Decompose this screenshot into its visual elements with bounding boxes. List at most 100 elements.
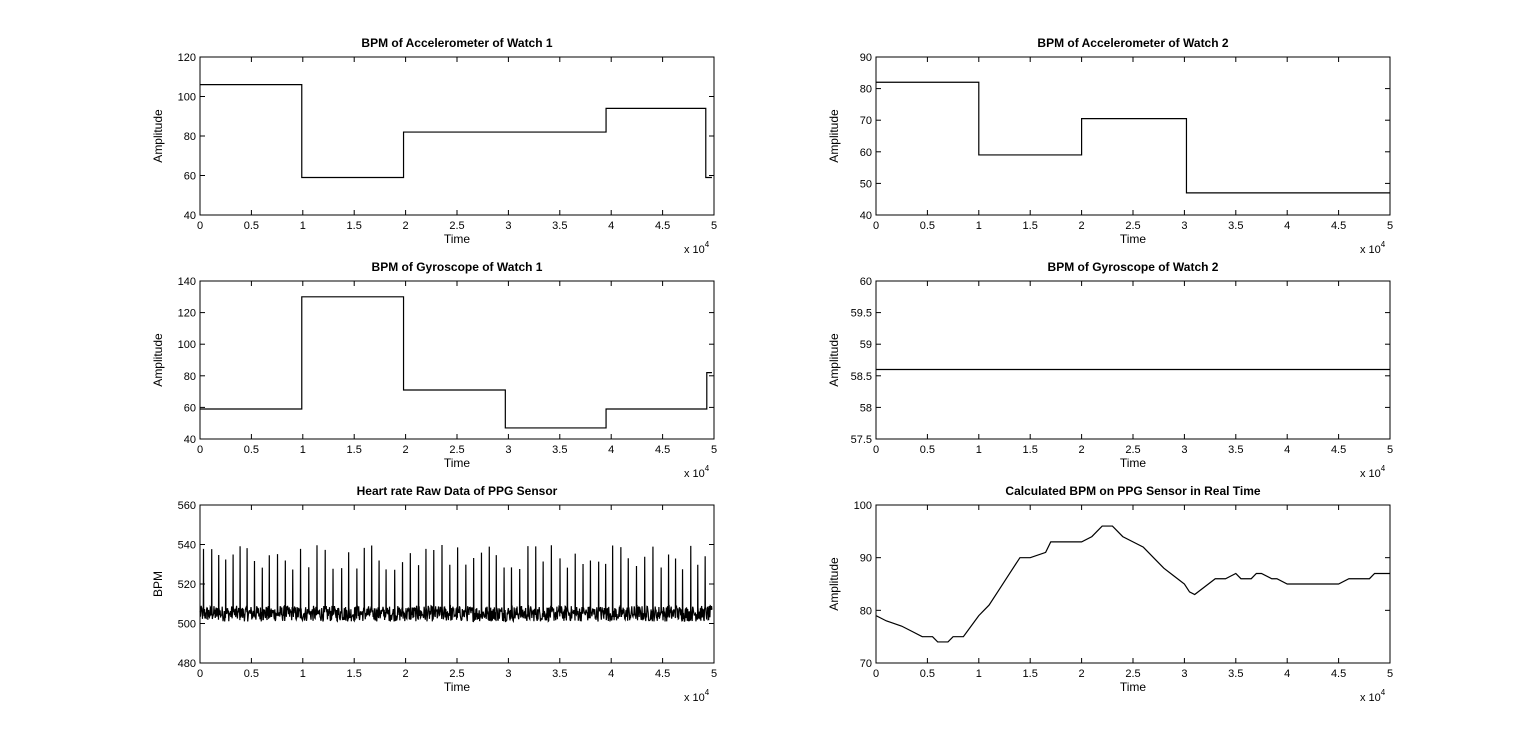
x-tick-label: 5 (711, 668, 717, 680)
y-tick-label: 560 (178, 500, 196, 512)
x-tick-label: 0.5 (920, 220, 935, 232)
y-tick-label: 40 (184, 210, 196, 222)
x-tick-label: 2 (1079, 444, 1085, 456)
x-tick-label: 1.5 (347, 668, 362, 680)
x-multiplier-exponent: 4 (1381, 240, 1386, 249)
x-tick-label: 5 (1387, 220, 1393, 232)
y-tick-label: 500 (178, 619, 196, 631)
ppg-raw-signal (199, 544, 713, 624)
x-tick-label: 5 (1387, 668, 1393, 680)
subplot-title: BPM of Gyroscope of Watch 2 (1048, 260, 1219, 274)
y-tick-label: 50 (860, 178, 872, 190)
x-tick-label: 3.5 (552, 668, 567, 680)
subplot-5: Heart rate Raw Data of PPG Sensor 0 0.5 1 1.… (151, 484, 717, 704)
x-multiplier-label: x 104 (1360, 688, 1386, 704)
x-tick-label: 1 (976, 444, 982, 456)
x-axis-label: Time (444, 680, 471, 694)
x-multiplier-exponent: 4 (705, 688, 710, 697)
x-tick-label: 2.5 (449, 444, 464, 456)
x-tick-label: 2 (1079, 220, 1085, 232)
x-tick-label: 1.5 (347, 220, 362, 232)
x-tick-label: 3.5 (552, 444, 567, 456)
x-multiplier-exponent: 4 (1381, 464, 1386, 473)
y-axis-label: Amplitude (827, 333, 841, 387)
x-multiplier-base: x 10 (1360, 244, 1381, 256)
x-tick-label: 1.5 (1023, 220, 1038, 232)
x-tick-label: 1 (300, 220, 306, 232)
x-tick-label: 1 (976, 220, 982, 232)
x-tick-label: 4 (608, 668, 614, 680)
subplot-4: BPM of Gyroscope of Watch 2 0 0.5 1 1.5 2 2.5 3… (827, 260, 1393, 480)
axes-frame (199, 280, 715, 440)
y-tick-label: 58 (860, 402, 872, 414)
x-tick-label: 0 (197, 444, 203, 456)
x-tick-label: 3.5 (1228, 220, 1243, 232)
x-tick-label: 2.5 (1125, 668, 1140, 680)
y-tick-label: 90 (860, 52, 872, 64)
y-tick-label: 90 (860, 553, 872, 565)
y-tick-label: 80 (860, 605, 872, 617)
x-multiplier-base: x 10 (684, 244, 705, 256)
x-tick-label: 0.5 (244, 220, 259, 232)
y-tick-label: 120 (178, 308, 196, 320)
x-tick-label: 4.5 (1331, 220, 1346, 232)
y-tick-label: 80 (860, 84, 872, 96)
y-tick-label: 57.5 (851, 434, 872, 446)
x-tick-label: 4.5 (655, 444, 670, 456)
x-tick-label: 4 (1284, 444, 1290, 456)
y-tick-label: 60 (860, 276, 872, 288)
series-line-1 (875, 525, 1390, 643)
y-tick-label: 60 (184, 402, 196, 414)
x-tick-label: 2 (1079, 668, 1085, 680)
x-tick-label: 2.5 (449, 220, 464, 232)
series-line-1 (876, 81, 1390, 194)
y-tick-label: 70 (860, 115, 872, 127)
x-multiplier-base: x 10 (684, 468, 705, 480)
x-tick-label: 0 (873, 220, 879, 232)
x-axis-label: Time (1120, 232, 1147, 246)
x-tick-label: 0 (197, 220, 203, 232)
subplot-1: BPM of Accelerometer of Watch 1 0 0.5 1 1.5 2… (151, 36, 717, 256)
y-tick-label: 480 (178, 658, 196, 670)
x-tick-label: 5 (711, 444, 717, 456)
series-line-1 (200, 296, 712, 429)
x-tick-label: 2 (403, 220, 409, 232)
x-tick-label: 0 (873, 444, 879, 456)
x-tick-label: 4 (1284, 668, 1290, 680)
x-multiplier-label: x 104 (684, 688, 710, 704)
x-multiplier-base: x 10 (684, 692, 705, 704)
subplot-2: BPM of Accelerometer of Watch 2 0 0.5 1 1.5 2… (827, 36, 1393, 256)
axes-frame (875, 56, 1391, 216)
x-tick-label: 4.5 (655, 668, 670, 680)
x-tick-label: 1 (300, 668, 306, 680)
x-tick-label: 4.5 (1331, 444, 1346, 456)
x-tick-label: 1.5 (1023, 668, 1038, 680)
x-tick-label: 0.5 (920, 668, 935, 680)
y-axis-label: Amplitude (827, 557, 841, 611)
x-tick-label: 4 (608, 444, 614, 456)
y-tick-label: 80 (184, 371, 196, 383)
axes-frame (199, 56, 715, 216)
y-tick-label: 70 (860, 658, 872, 670)
y-axis-label: Amplitude (151, 333, 165, 387)
subplot-6: Calculated BPM on PPG Sensor in Real Tim… (827, 484, 1393, 704)
x-axis-label: Time (444, 232, 471, 246)
x-tick-label: 4 (608, 220, 614, 232)
y-tick-label: 100 (854, 500, 872, 512)
y-tick-label: 120 (178, 52, 196, 64)
x-multiplier-label: x 104 (684, 464, 710, 480)
y-tick-label: 58.5 (851, 371, 872, 383)
x-tick-label: 0 (873, 668, 879, 680)
x-multiplier-base: x 10 (1360, 692, 1381, 704)
x-tick-label: 3 (1181, 668, 1187, 680)
x-tick-label: 0 (197, 668, 203, 680)
x-tick-label: 3 (1181, 444, 1187, 456)
x-tick-label: 2.5 (1125, 220, 1140, 232)
x-multiplier-exponent: 4 (705, 240, 710, 249)
subplot-title: BPM of Gyroscope of Watch 1 (372, 260, 543, 274)
x-tick-label: 4.5 (1331, 668, 1346, 680)
x-tick-label: 2.5 (1125, 444, 1140, 456)
x-multiplier-label: x 104 (684, 240, 710, 256)
x-tick-label: 2.5 (449, 668, 464, 680)
